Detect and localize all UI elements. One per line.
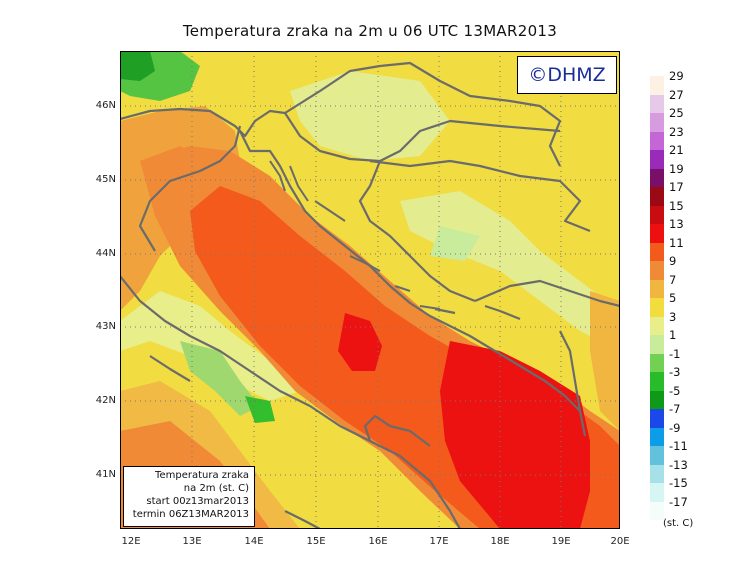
- legend-label: 25: [669, 106, 684, 120]
- lon-label-14e: 14E: [244, 536, 264, 547]
- legend-label: -1: [669, 346, 681, 361]
- lon-label-16e: 16E: [368, 536, 388, 547]
- apennine-green-area: [180, 341, 260, 416]
- legend-label: -9: [669, 420, 681, 435]
- legend-swatch: [650, 483, 664, 502]
- legend-label: 23: [669, 124, 684, 139]
- legend-swatch: [650, 113, 664, 132]
- legend-swatch: [650, 224, 664, 243]
- lon-label-13e: 13E: [182, 536, 202, 547]
- legend-swatch: [650, 390, 664, 409]
- legend-swatch: [650, 261, 664, 280]
- lat-label-45n: 45N: [95, 174, 116, 185]
- legend-swatch: [650, 168, 664, 187]
- legend-swatch: [650, 298, 664, 317]
- legend-swatch: [650, 205, 664, 224]
- lon-label-15e: 15E: [306, 536, 326, 547]
- legend-label: 27: [669, 87, 684, 102]
- legend-swatch: [650, 242, 664, 261]
- info-line-1: Temperatura zraka: [155, 470, 249, 481]
- legend-swatch: [650, 464, 664, 483]
- legend-unit: (st. C): [663, 518, 694, 529]
- legend-swatch: [650, 94, 664, 113]
- legend-swatch: [650, 335, 664, 354]
- lat-label-46n: 46N: [95, 100, 116, 111]
- legend-label: -7: [669, 402, 681, 416]
- legend-label: 7: [669, 272, 677, 287]
- lat-label-44n: 44N: [95, 248, 116, 259]
- lat-label-43n: 43N: [95, 321, 116, 332]
- legend-swatch: [650, 150, 664, 169]
- info-box: Temperatura zraka na 2m (st. C) start 00…: [123, 466, 255, 527]
- legend-swatch: [650, 131, 664, 150]
- legend-label: 5: [669, 291, 677, 305]
- legend-label: -17: [669, 494, 688, 509]
- legend-label: 9: [669, 254, 677, 268]
- east-highland-area: [590, 291, 620, 431]
- legend-label: -15: [669, 476, 688, 490]
- lon-label-19e: 19E: [551, 536, 571, 547]
- legend-label: 29: [669, 69, 684, 83]
- legend-swatch: [650, 353, 664, 372]
- lon-label-18e: 18E: [490, 536, 510, 547]
- islands: [269, 160, 441, 310]
- legend-swatch: [650, 76, 664, 95]
- lon-label-12e: 12E: [121, 536, 141, 547]
- map-title: Temperatura zraka na 2m u 06 UTC 13MAR20…: [182, 22, 558, 40]
- legend-swatch: [650, 372, 664, 391]
- legend-label: 17: [669, 180, 684, 194]
- legend-label: -11: [669, 439, 688, 453]
- lat-label-42n: 42N: [95, 395, 116, 406]
- lon-label-20e: 20E: [610, 536, 630, 547]
- legend-swatch: [650, 279, 664, 298]
- legend-label: 19: [669, 161, 684, 176]
- slovenia-light-area: [290, 71, 450, 161]
- info-line-2: na 2m (st. C): [183, 483, 249, 494]
- legend-label: 11: [669, 235, 684, 250]
- legend-label: -3: [669, 365, 681, 379]
- lon-label-17e: 17E: [429, 536, 449, 547]
- alps-dark-green-area: [120, 51, 155, 81]
- legend-swatch: [650, 446, 664, 465]
- legend-label: -5: [669, 383, 681, 398]
- bosnia-green-patch: [430, 226, 480, 261]
- info-line-4: termin 06Z13MAR2013: [132, 509, 249, 520]
- legend-swatch: [650, 501, 664, 520]
- legend-swatch: [650, 316, 664, 335]
- apennine-dark-green-patch: [245, 396, 275, 423]
- legend-label: 3: [669, 309, 677, 324]
- legend-label: 15: [669, 198, 684, 213]
- legend-label: 21: [669, 143, 684, 157]
- coastlines-and-borders: [120, 61, 620, 529]
- info-line-3: start 00z13mar2013: [146, 496, 249, 507]
- legend-label: 13: [669, 217, 684, 231]
- lat-label-41n: 41N: [95, 469, 116, 480]
- legend-swatch: [650, 409, 664, 428]
- dhmz-logo: ©DHMZ: [517, 56, 617, 94]
- legend-label: -13: [669, 457, 688, 472]
- temperature-map: [120, 51, 620, 529]
- legend-swatch: [650, 187, 664, 206]
- grid-lines: [120, 51, 620, 529]
- legend-label: 1: [669, 328, 677, 342]
- legend-swatch: [650, 427, 664, 446]
